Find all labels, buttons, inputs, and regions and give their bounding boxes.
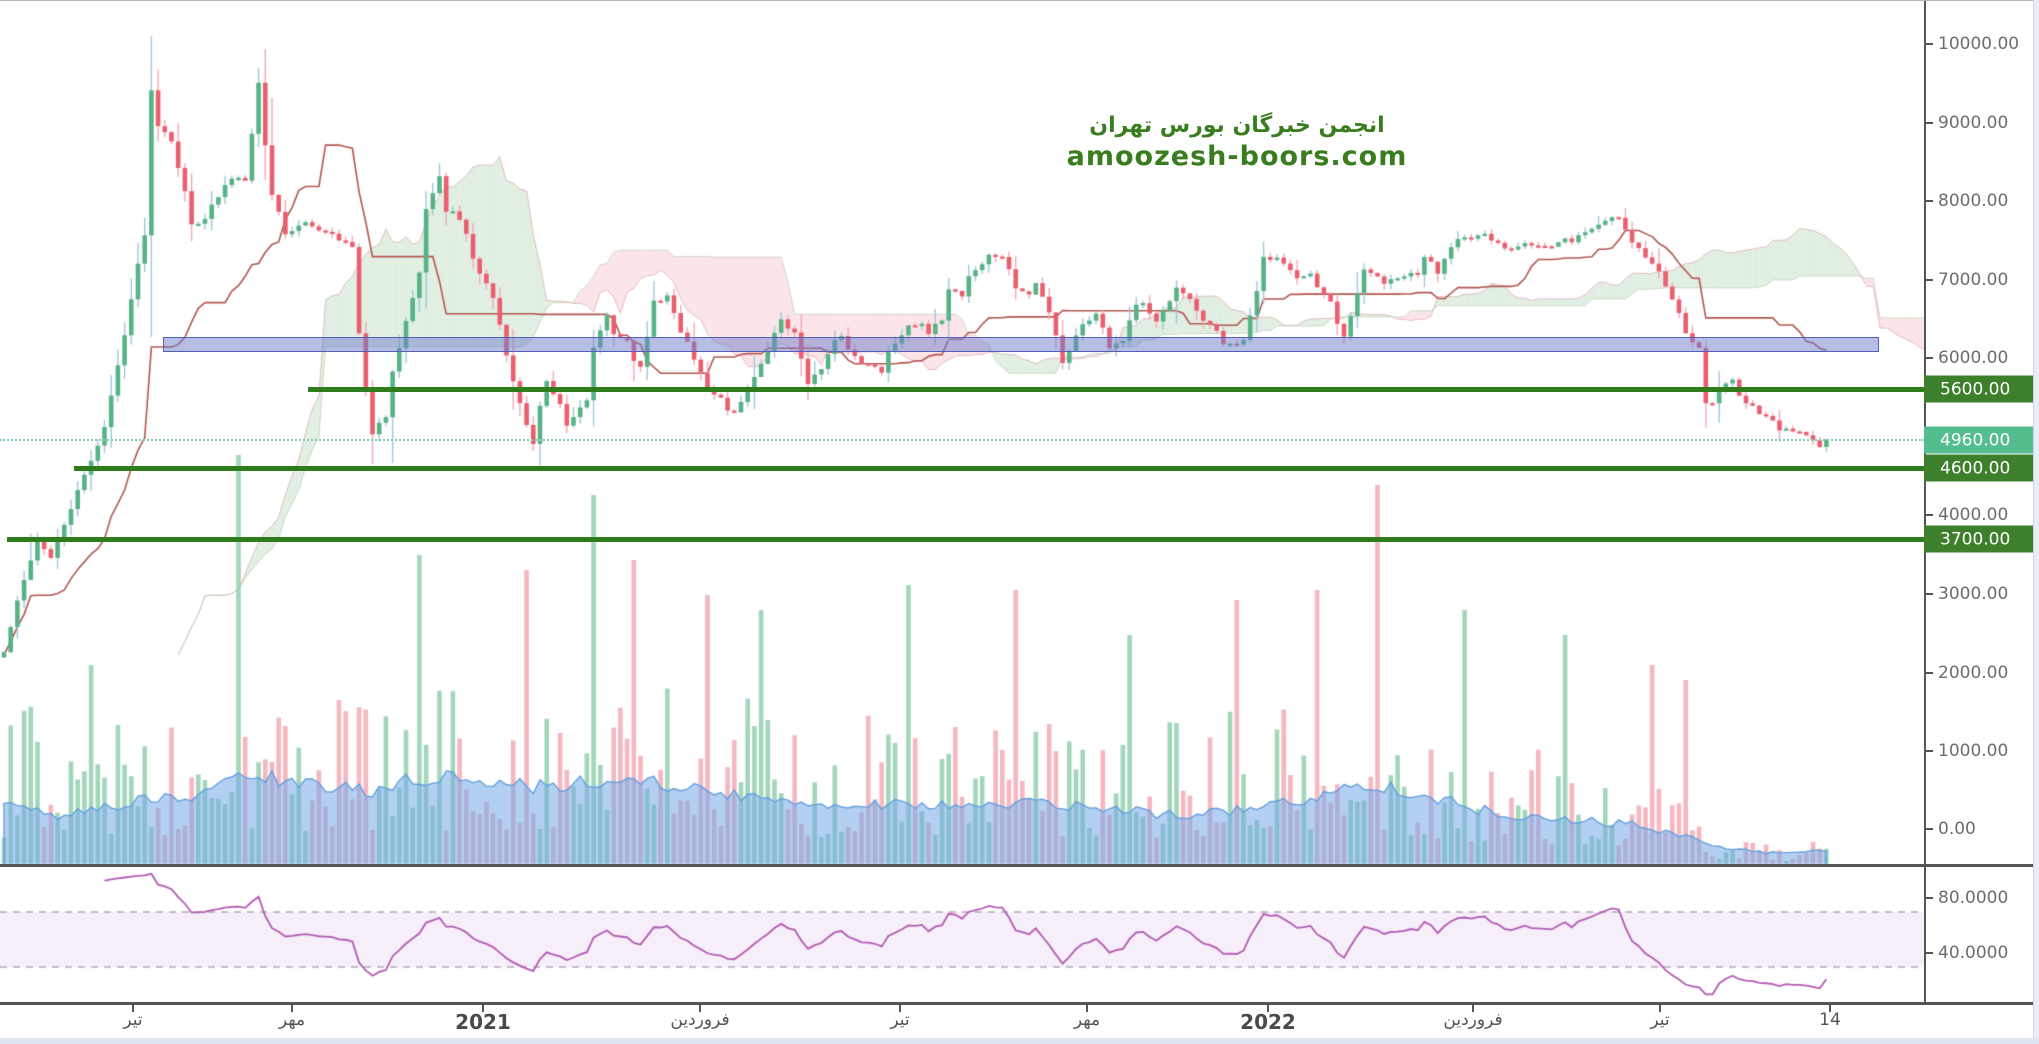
watermark-site-url: amoozesh-boors.com	[1066, 140, 1408, 172]
price-axis-label: 4000.00	[1938, 505, 2009, 525]
date-axis-label: تیر	[123, 1010, 143, 1030]
price-axis-tick	[1924, 514, 1933, 516]
date-axis-label: فروردین	[670, 1010, 730, 1030]
date-axis-tick	[482, 1004, 484, 1012]
date-axis-label: تیر	[1650, 1010, 1670, 1030]
price-label-3700[interactable]: 3700.00	[1924, 525, 2039, 553]
watermark-persian-text: انجمن خبرگان بورس تهران	[1089, 113, 1385, 138]
date-axis-label: 14	[1819, 1010, 1841, 1030]
date-axis-tick	[1086, 1004, 1088, 1012]
price-axis-tick	[1924, 279, 1933, 281]
date-axis-tick	[1267, 1004, 1269, 1012]
price-label-4600[interactable]: 4600.00	[1924, 454, 2039, 482]
price-axis-border	[1924, 0, 1926, 1002]
bottom-edge-strip	[0, 1038, 2039, 1044]
date-axis-label: فروردین	[1443, 1010, 1503, 1030]
date-axis-label: مهر	[1073, 1010, 1101, 1030]
oscillator-axis-label: 40.0000	[1938, 943, 2009, 963]
date-axis-tick	[1472, 1004, 1474, 1012]
date-axis-tick	[1829, 1004, 1831, 1012]
date-axis-tick	[132, 1004, 134, 1012]
last-price-dotted-line	[0, 439, 1924, 441]
support-line-4600[interactable]	[74, 466, 1924, 471]
price-axis-label: 9000.00	[1938, 113, 2009, 133]
price-axis-label: 2000.00	[1938, 663, 2009, 683]
chart-top-frame	[0, 0, 2039, 1]
price-axis-label: 6000.00	[1938, 348, 2009, 368]
price-axis-tick	[1924, 828, 1933, 830]
date-axis-label: تیر	[890, 1010, 910, 1030]
support-line-3700[interactable]	[7, 537, 1924, 542]
price-axis-label: 7000.00	[1938, 270, 2009, 290]
price-axis-tick	[1924, 593, 1933, 595]
support-line-5600[interactable]	[308, 387, 1924, 392]
price-axis-tick	[1924, 750, 1933, 752]
price-axis-label: 8000.00	[1938, 191, 2009, 211]
resistance-zone-drawing[interactable]	[163, 337, 1879, 352]
watermark: انجمن خبرگان بورس تهران amoozesh-boors.c…	[1067, 112, 1408, 173]
date-axis-tick	[699, 1004, 701, 1012]
price-label-5600[interactable]: 5600.00	[1924, 375, 2039, 403]
oscillator-axis-tick	[1924, 952, 1933, 954]
oscillator-bottom-frame	[0, 1002, 2039, 1005]
price-axis-tick	[1924, 43, 1933, 45]
price-axis-label: 1000.00	[1938, 741, 2009, 761]
price-label-last-4960[interactable]: 4960.00	[1924, 426, 2039, 454]
oscillator-axis-tick	[1924, 897, 1933, 899]
price-axis-label: 10000.00	[1938, 34, 2020, 54]
price-axis-tick	[1924, 357, 1933, 359]
date-axis-label: 2021	[455, 1010, 511, 1034]
date-axis-label: مهر	[278, 1010, 306, 1030]
price-axis-label: 0.00	[1938, 819, 1976, 839]
panel-divider	[0, 864, 2039, 867]
date-axis-tick	[899, 1004, 901, 1012]
date-axis-label: 2022	[1240, 1010, 1296, 1034]
price-axis-tick	[1924, 200, 1933, 202]
date-axis-tick	[1659, 1004, 1661, 1012]
price-axis-label: 3000.00	[1938, 584, 2009, 604]
date-axis-tick	[291, 1004, 293, 1012]
oscillator-axis-label: 80.0000	[1938, 888, 2009, 908]
price-axis-tick	[1924, 122, 1933, 124]
price-axis-tick	[1924, 672, 1933, 674]
right-scrollbar-strip[interactable]	[2033, 0, 2039, 1044]
